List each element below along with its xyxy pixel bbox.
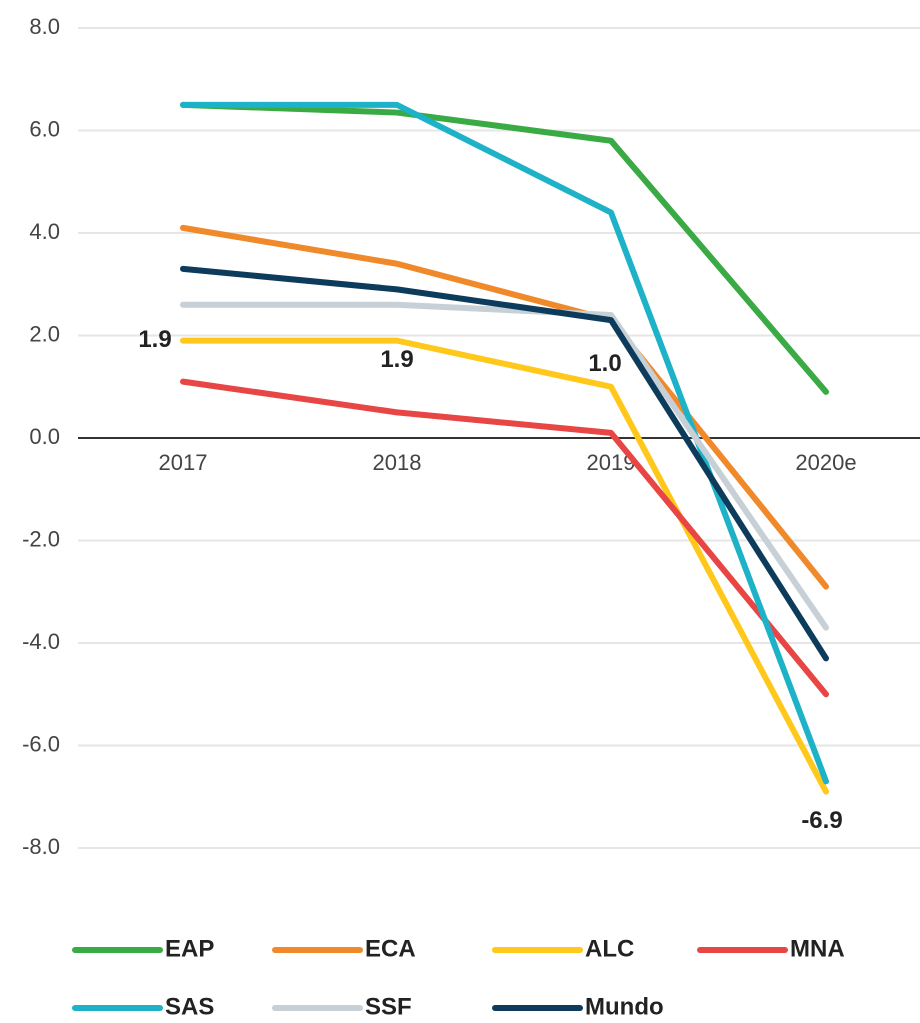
- x-tick-label: 2017: [159, 450, 208, 475]
- y-tick-label: 4.0: [29, 219, 60, 244]
- legend-label: MNA: [790, 935, 845, 962]
- series-line: [180, 378, 829, 698]
- legend-label: ECA: [365, 935, 416, 962]
- series-line: [180, 265, 829, 662]
- data-label: 1.0: [588, 350, 621, 377]
- y-tick-label: -4.0: [22, 629, 60, 654]
- legend-label: SAS: [165, 993, 214, 1020]
- data-label: 1.9: [380, 346, 413, 373]
- series-line: [180, 224, 829, 590]
- series-line: [180, 301, 829, 631]
- y-tick-label: -2.0: [22, 526, 60, 551]
- y-tick-label: 6.0: [29, 116, 60, 141]
- legend-label: Mundo: [585, 993, 664, 1020]
- y-tick-label: 2.0: [29, 321, 60, 346]
- y-tick-label: -8.0: [22, 834, 60, 859]
- legend-label: ALC: [585, 935, 634, 962]
- legend-label: SSF: [365, 993, 412, 1020]
- y-tick-label: 8.0: [29, 14, 60, 39]
- data-label: 1.9: [138, 326, 171, 353]
- y-tick-label: 0.0: [29, 424, 60, 449]
- y-tick-label: -6.0: [22, 731, 60, 756]
- data-label: -6.9: [801, 807, 842, 834]
- legend-label: EAP: [165, 935, 214, 962]
- series-line: [180, 101, 829, 785]
- series-line: [180, 101, 829, 395]
- x-tick-label: 2020e: [795, 450, 856, 475]
- series-line: [180, 337, 829, 795]
- x-tick-label: 2018: [373, 450, 422, 475]
